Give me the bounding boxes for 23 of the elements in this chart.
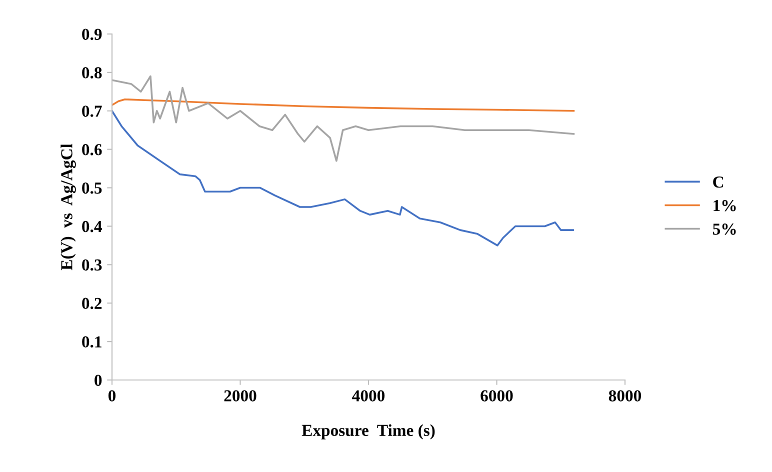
legend-label: 1%: [714, 200, 736, 212]
legend-label: C: [713, 176, 724, 188]
y-tick-label: 0.5: [82, 182, 102, 194]
y-tick-label: 0.4: [82, 220, 102, 232]
y-tick-label: 0.9: [82, 28, 102, 40]
y-tick-label: 0.1: [82, 336, 102, 348]
x-tick-label: 4000: [352, 390, 385, 402]
line-series: [112, 110, 574, 246]
x-axis-title: Exposure Time (s): [302, 424, 435, 440]
x-tick-label: 6000: [480, 390, 513, 402]
line-series: [112, 98, 575, 112]
x-tick-label: 0: [108, 390, 116, 402]
y-tick-label: 0.7: [82, 106, 102, 117]
x-tick-label: 2000: [224, 390, 256, 402]
y-tick-label: 0: [94, 374, 102, 386]
y-tick-label: 0.8: [82, 67, 102, 78]
y-axis-title: E(V) vs Ag/AgCl: [60, 144, 76, 270]
legend-label: 5%: [712, 224, 736, 235]
y-tick-label: 0.2: [82, 298, 102, 310]
y-tick-label: 0.6: [82, 144, 102, 156]
line-series: [112, 75, 575, 162]
x-tick-label: 8000: [608, 390, 642, 402]
y-tick-label: 0.3: [82, 259, 102, 271]
